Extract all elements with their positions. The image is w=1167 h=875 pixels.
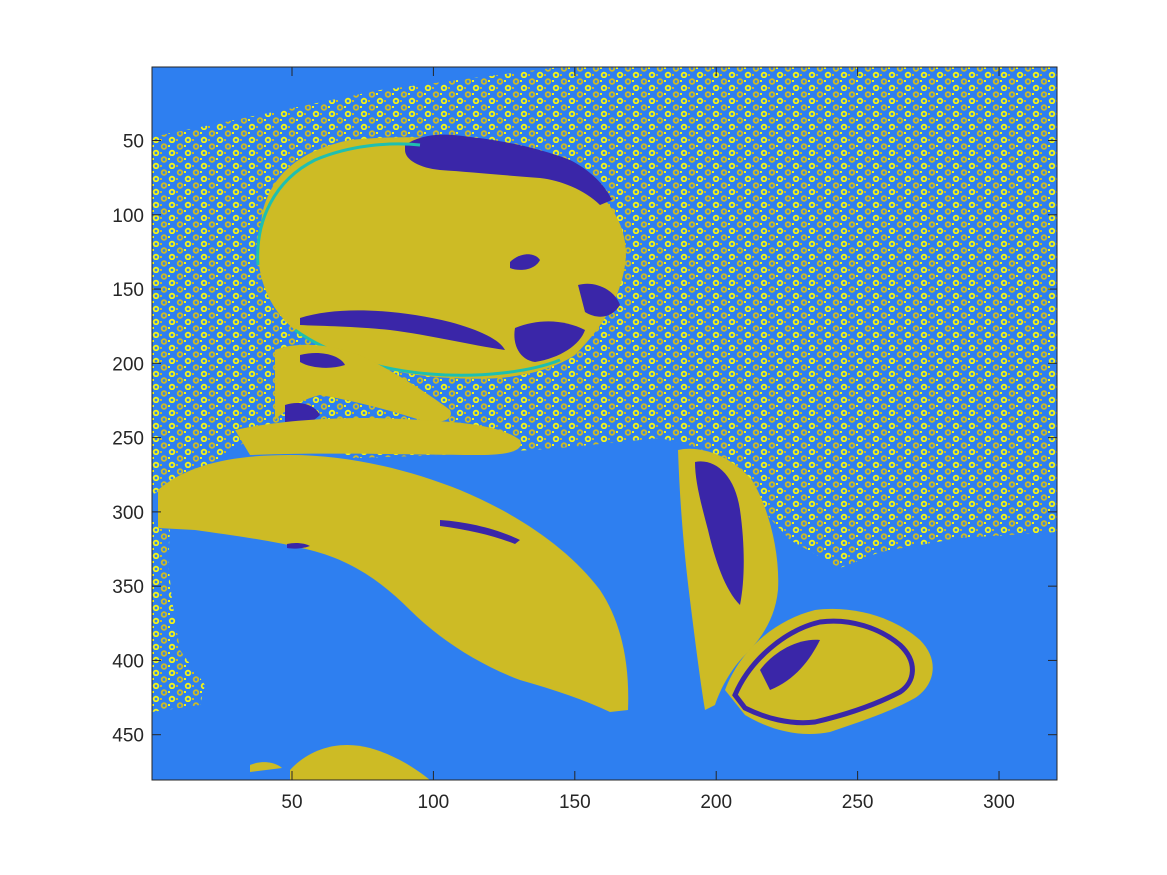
x-tick-label: 150 (559, 792, 591, 813)
y-tick-label: 250 (112, 429, 144, 450)
x-tick-label: 200 (700, 792, 732, 813)
hair-region (405, 134, 612, 205)
nose-shadow (578, 283, 620, 317)
bottom-patch-1 (290, 744, 430, 780)
x-tick-label: 100 (418, 792, 450, 813)
y-tick-label: 150 (112, 280, 144, 301)
body-region (235, 418, 521, 455)
y-tick-label: 100 (112, 206, 144, 227)
y-tick-label: 50 (123, 132, 144, 153)
x-tick-label: 300 (983, 792, 1015, 813)
eye-shadow (510, 254, 540, 270)
y-tick-label: 450 (112, 726, 144, 747)
y-tick-label: 350 (112, 577, 144, 598)
plot-area (152, 67, 1057, 780)
head-outline (256, 142, 421, 266)
glove-outline (732, 618, 915, 726)
y-tick-label: 400 (112, 651, 144, 672)
patterned-left-strip (152, 520, 205, 712)
axes-box (151, 66, 1058, 781)
finger-shadow-2 (300, 353, 345, 368)
y-tick-label: 200 (112, 354, 144, 375)
x-tick-label: 50 (281, 792, 302, 813)
bottom-patch-2 (250, 762, 282, 772)
mouth-shadow (514, 321, 585, 362)
finger-shadow-1 (285, 403, 320, 426)
arm-streak (440, 520, 520, 544)
arm-spot (287, 542, 310, 549)
x-tick-label: 250 (842, 792, 874, 813)
arm-region (158, 455, 629, 712)
jaw-shadow (300, 310, 505, 350)
y-tick-label: 300 (112, 503, 144, 524)
forearm-shadow (695, 461, 744, 605)
glove-inner-shadow (760, 639, 820, 690)
x-axis: 50 100 150 200 250 300 (281, 67, 1015, 813)
y-axis: 50 100 150 200 250 300 350 400 450 (112, 132, 1057, 747)
